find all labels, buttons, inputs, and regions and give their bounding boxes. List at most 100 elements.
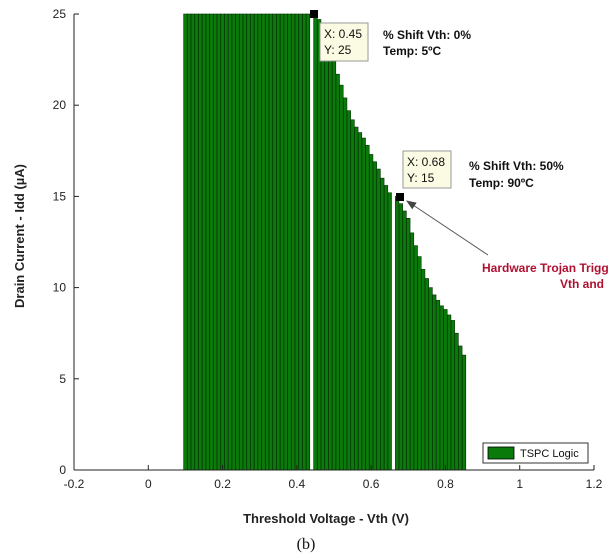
bar	[439, 305, 444, 471]
bar	[313, 13, 318, 471]
x-tick-label: 0.8	[437, 477, 454, 491]
bar	[450, 320, 455, 471]
bar	[224, 13, 229, 471]
bar	[428, 287, 433, 471]
bar	[268, 13, 273, 471]
datatip-marker-1[interactable]	[310, 10, 318, 18]
y-tick-label: 20	[53, 98, 67, 112]
x-tick-label: 0.6	[363, 477, 380, 491]
x-tick-label: 1	[516, 477, 523, 491]
annotation-1-temp: Temp: 5ºC	[383, 44, 442, 58]
bar	[276, 13, 281, 471]
y-tick-label: 5	[59, 372, 66, 386]
datatip-box-1	[319, 22, 369, 62]
datatip-2-y: Y: 15	[407, 171, 435, 185]
bar	[383, 185, 389, 471]
y-tick-label: 10	[53, 281, 67, 295]
bar	[320, 28, 325, 471]
bar	[317, 19, 322, 471]
bar	[209, 13, 214, 471]
bar	[421, 269, 426, 471]
bar	[432, 294, 437, 471]
bar	[279, 13, 285, 471]
x-tick-group: -0.2 0 0.2 0.4 0.6 0.8 1 1.2	[64, 465, 603, 491]
bar-group	[183, 13, 467, 471]
datatip-1-y: Y: 25	[324, 43, 352, 57]
bar	[257, 13, 262, 471]
trojan-annotation-line1: Hardware Trojan Trigg	[482, 261, 609, 275]
bar	[435, 300, 441, 471]
bar	[409, 232, 415, 471]
legend-label: TSPC Logic	[520, 448, 579, 460]
x-tick-label: -0.2	[64, 477, 85, 491]
bar	[201, 13, 207, 471]
bar	[190, 13, 195, 471]
bar	[417, 256, 422, 471]
bar	[272, 13, 277, 471]
bar	[298, 13, 303, 471]
bar	[331, 61, 337, 471]
bar	[424, 278, 429, 471]
bar	[220, 13, 225, 471]
bar	[413, 245, 418, 471]
bar	[365, 145, 370, 471]
bar	[443, 309, 448, 471]
annotation-2-temp: Temp: 90ºC	[469, 176, 534, 190]
bar	[324, 39, 329, 471]
bar	[361, 137, 366, 471]
datatip-1-x: X: 0.45	[324, 27, 362, 41]
bar	[294, 13, 299, 471]
bar	[302, 13, 307, 471]
bar	[328, 50, 333, 471]
datatip-marker-2[interactable]	[396, 193, 404, 201]
bar	[291, 13, 296, 471]
bar	[369, 154, 374, 471]
bar	[354, 126, 359, 471]
bar	[458, 345, 463, 471]
bar	[380, 177, 385, 471]
bar	[339, 84, 344, 471]
x-tick-label: 0	[145, 477, 152, 491]
x-tick-label: 0.2	[214, 477, 231, 491]
bar	[387, 192, 392, 471]
bar	[402, 210, 407, 471]
y-tick-group: 0 5 10 15 20 25	[53, 7, 79, 477]
bar	[283, 13, 288, 471]
bar	[183, 13, 188, 471]
datatip-2-x: X: 0.68	[407, 155, 445, 169]
bar	[235, 13, 240, 471]
bar	[242, 13, 247, 471]
bar	[231, 13, 236, 471]
bar	[343, 97, 348, 471]
legend-swatch	[487, 446, 515, 460]
bar	[398, 203, 403, 471]
y-tick-label: 25	[53, 7, 67, 21]
bar	[346, 110, 351, 471]
bar	[454, 332, 459, 471]
bar	[376, 168, 381, 471]
bar	[239, 13, 244, 471]
figure-caption: (b)	[296, 536, 316, 553]
x-axis-label: Threshold Voltage - Vth (V)	[243, 511, 409, 526]
bar	[205, 13, 210, 471]
bar	[187, 13, 192, 471]
bar	[213, 13, 218, 471]
bar	[198, 13, 203, 471]
bar	[265, 13, 270, 471]
bar	[246, 13, 251, 471]
annotation-2-shift: % Shift Vth: 50%	[469, 159, 564, 173]
bar	[406, 217, 411, 471]
bar	[350, 119, 355, 471]
bar	[335, 73, 340, 471]
bar	[305, 13, 311, 471]
bar	[227, 13, 233, 471]
bar	[395, 196, 400, 471]
bar	[447, 314, 452, 471]
bar	[461, 354, 467, 471]
bar	[216, 13, 221, 471]
x-tick-label: 0.4	[289, 477, 306, 491]
annotation-1-shift: % Shift Vth: 0%	[383, 28, 471, 42]
bar	[372, 161, 377, 471]
bar	[250, 13, 255, 471]
